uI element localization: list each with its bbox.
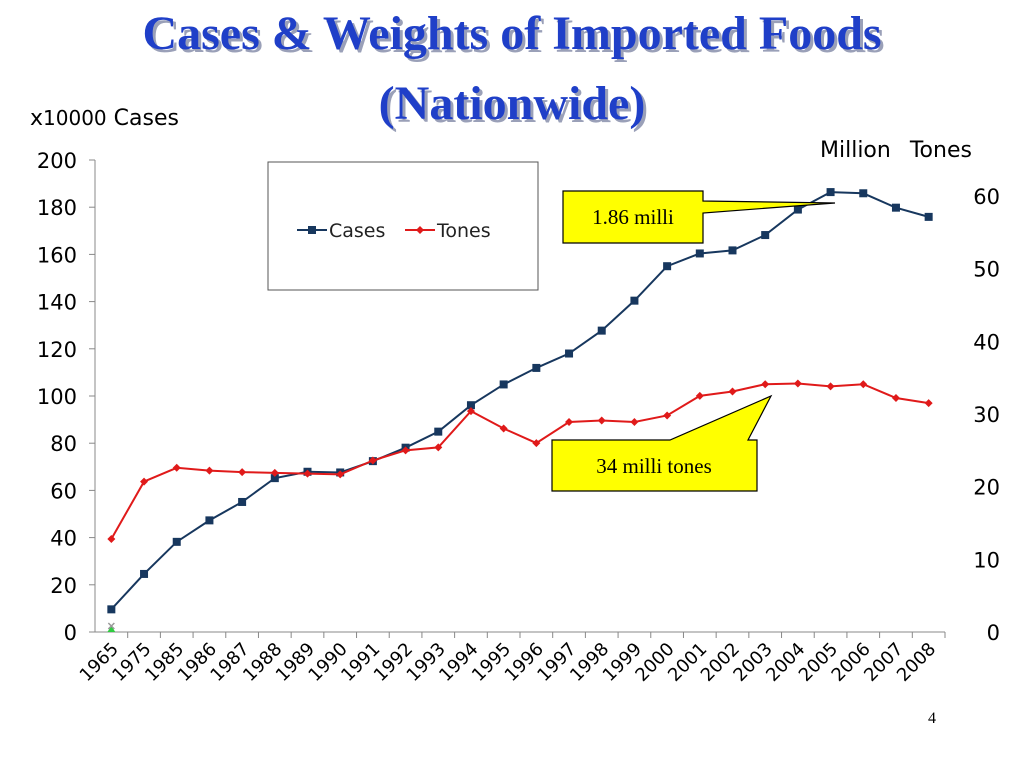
right-axis-tick-label: 50 bbox=[973, 258, 1000, 282]
data-point-cases bbox=[793, 205, 802, 214]
left-axis-title-prefix: x bbox=[30, 106, 44, 131]
data-point-cases bbox=[597, 326, 606, 335]
data-point-tones bbox=[924, 399, 933, 408]
left-axis-tick-label: 80 bbox=[50, 432, 77, 456]
origin-triangle-marker bbox=[107, 626, 116, 632]
left-axis-tick-label: 0 bbox=[64, 621, 77, 645]
data-point-tones bbox=[761, 380, 770, 389]
data-point-cases bbox=[205, 516, 214, 525]
legend-label-tones: Tones bbox=[436, 220, 491, 242]
data-point-tones bbox=[368, 456, 377, 465]
data-point-cases bbox=[466, 401, 475, 410]
data-point-cases bbox=[238, 497, 247, 506]
data-point-tones bbox=[728, 387, 737, 396]
data-point-cases bbox=[826, 188, 835, 197]
data-point-cases bbox=[695, 249, 704, 258]
callout-tones-label: 34 milli tones bbox=[596, 454, 712, 478]
left-axis-tick-label: 40 bbox=[50, 527, 77, 551]
left-axis-tick-label: 100 bbox=[37, 385, 77, 409]
data-point-tones bbox=[107, 534, 116, 543]
data-point-tones bbox=[238, 468, 247, 477]
data-point-tones bbox=[401, 446, 410, 455]
right-axis-title-tones: Tones bbox=[909, 138, 972, 163]
right-axis-tick-label: 20 bbox=[973, 476, 1000, 500]
data-point-cases bbox=[434, 427, 443, 436]
left-axis-tick-label: 160 bbox=[37, 243, 77, 267]
left-axis-tick-label: 200 bbox=[37, 149, 77, 173]
data-point-tones bbox=[597, 416, 606, 425]
data-point-cases bbox=[891, 203, 900, 212]
data-point-tones bbox=[205, 466, 214, 475]
legend-label-cases: Cases bbox=[329, 220, 385, 242]
data-point-tones bbox=[499, 424, 508, 433]
data-point-tones bbox=[140, 477, 149, 486]
callout-cases-bubble bbox=[562, 190, 836, 244]
data-point-tones bbox=[630, 417, 639, 426]
data-point-tones bbox=[532, 439, 541, 448]
left-axis-tick-label: 180 bbox=[37, 196, 77, 220]
data-point-cases bbox=[663, 262, 672, 271]
callout-cases-label: 1.86 milli bbox=[592, 205, 674, 229]
data-point-tones bbox=[336, 470, 345, 479]
data-point-tones bbox=[859, 380, 868, 389]
origin-x-marker bbox=[107, 622, 115, 630]
right-axis-title: Million Tones bbox=[820, 138, 972, 163]
right-axis-tick-label: 60 bbox=[973, 185, 1000, 209]
data-point-cases bbox=[499, 380, 508, 389]
data-point-tones bbox=[434, 443, 443, 452]
series-line-tones bbox=[110, 382, 929, 540]
data-point-cases bbox=[630, 296, 639, 305]
data-point-tones bbox=[695, 391, 704, 400]
data-point-cases bbox=[532, 363, 541, 372]
data-point-tones bbox=[826, 382, 835, 391]
right-axis-title-million: Million bbox=[820, 138, 891, 163]
data-point-cases bbox=[270, 474, 279, 483]
left-axis-tick-label: 120 bbox=[37, 338, 77, 362]
left-axis-title-number: 10000 bbox=[43, 106, 107, 130]
right-axis-tick-label: 40 bbox=[973, 330, 1000, 354]
data-point-cases bbox=[172, 537, 181, 546]
left-axis-tick-label: 140 bbox=[37, 291, 77, 315]
data-point-cases bbox=[107, 605, 116, 614]
data-point-cases bbox=[565, 349, 574, 358]
data-point-tones bbox=[891, 394, 900, 403]
data-point-tones bbox=[793, 379, 802, 388]
page-number: 4 bbox=[928, 710, 936, 727]
data-point-cases bbox=[728, 246, 737, 255]
left-axis-title: x10000 Cases bbox=[30, 106, 179, 131]
right-axis-tick-label: 30 bbox=[973, 403, 1000, 427]
data-point-cases bbox=[761, 231, 770, 240]
left-axis-tick-label: 60 bbox=[50, 479, 77, 503]
left-axis-tick-label: 20 bbox=[50, 574, 77, 598]
data-point-tones bbox=[466, 407, 475, 416]
slide-title: Cases & Weights of Imported Foods bbox=[142, 7, 882, 60]
data-point-tones bbox=[303, 469, 312, 478]
right-axis-tick-label: 10 bbox=[973, 548, 1000, 572]
data-point-tones bbox=[663, 411, 672, 420]
data-point-cases bbox=[140, 569, 149, 578]
data-point-cases bbox=[859, 189, 868, 198]
data-point-cases bbox=[924, 212, 933, 221]
left-axis-title-unit: Cases bbox=[113, 106, 179, 131]
slide-subtitle: (Nationwide) bbox=[378, 77, 646, 130]
data-point-tones bbox=[172, 463, 181, 472]
data-point-tones bbox=[565, 417, 574, 426]
callout-tones-bubble bbox=[551, 394, 773, 492]
legend-marker-cases bbox=[308, 226, 316, 234]
right-axis-tick-label: 0 bbox=[987, 621, 1000, 645]
legend-marker-tones bbox=[416, 226, 424, 234]
data-point-tones bbox=[270, 468, 279, 477]
series-line-cases bbox=[110, 191, 929, 611]
x-axis-tick-label: 2008 bbox=[893, 639, 940, 686]
